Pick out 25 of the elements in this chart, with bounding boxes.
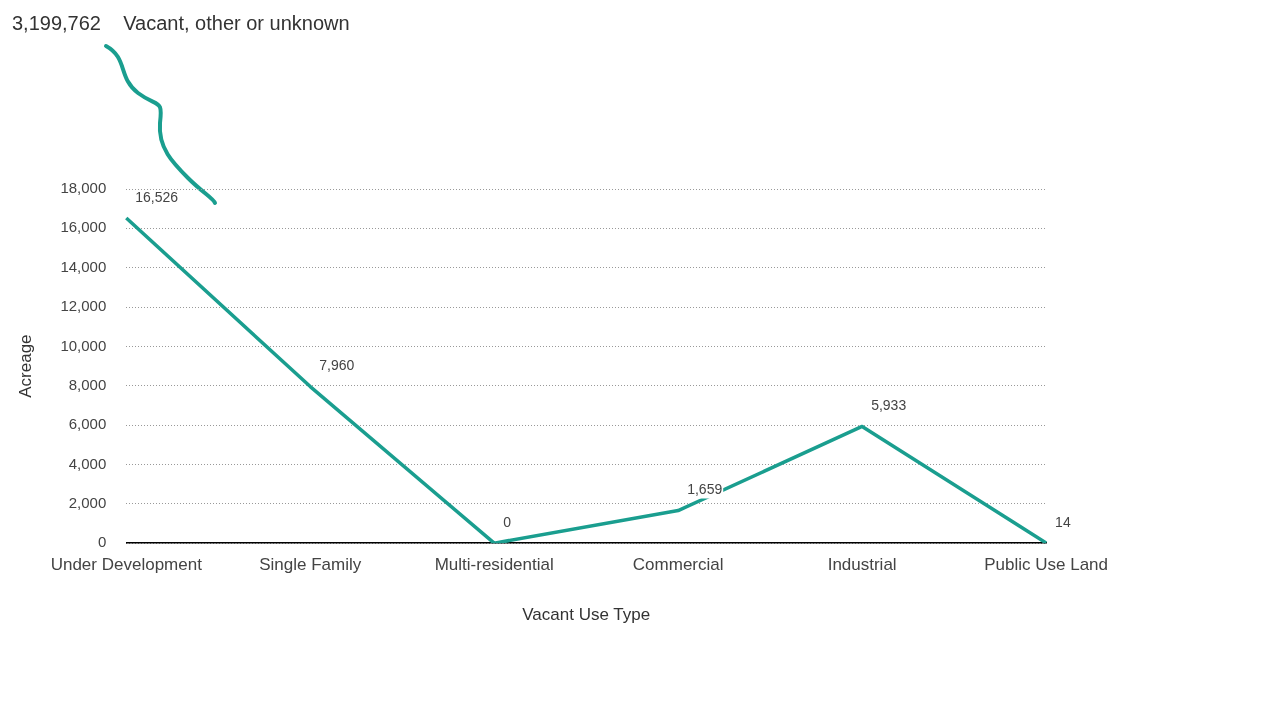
y-tick-label: 4,000: [68, 454, 107, 472]
y-tick-label: 14,000: [60, 257, 107, 275]
text: 3,199,762 Vacant, other or unknown: [12, 12, 350, 35]
data-label: 5,933: [871, 397, 907, 414]
data-label: 1,659: [687, 481, 723, 498]
x-tick-label: Under Development: [50, 555, 203, 575]
x-tick-label: Multi-residential: [434, 555, 554, 575]
x-tick-label: Commercial: [632, 555, 724, 575]
y-tick-label: 2,000: [68, 493, 107, 511]
data-label: 0: [503, 514, 512, 531]
x-tick-label: Single Family: [259, 555, 362, 575]
y-tick-label: 6,000: [68, 415, 107, 433]
x-tick-label: Industrial: [827, 555, 897, 575]
y-tick-label: 12,000: [60, 297, 107, 315]
y-tick-label: 16,000: [60, 218, 107, 236]
y-tick-label: 18,000: [60, 179, 107, 197]
data-label: 14: [1055, 513, 1071, 530]
data-label: 7,960: [319, 357, 355, 374]
y-tick-label: 10,000: [60, 336, 107, 354]
y-axis-title: Acreage: [15, 334, 35, 398]
y-tick-label: 8,000: [68, 375, 107, 393]
x-axis-title: Vacant Use Type: [522, 605, 651, 625]
data-label: 16,526: [135, 188, 179, 205]
x-tick-label: Public Use Land: [984, 555, 1109, 575]
y-tick-label: 0: [97, 533, 107, 551]
